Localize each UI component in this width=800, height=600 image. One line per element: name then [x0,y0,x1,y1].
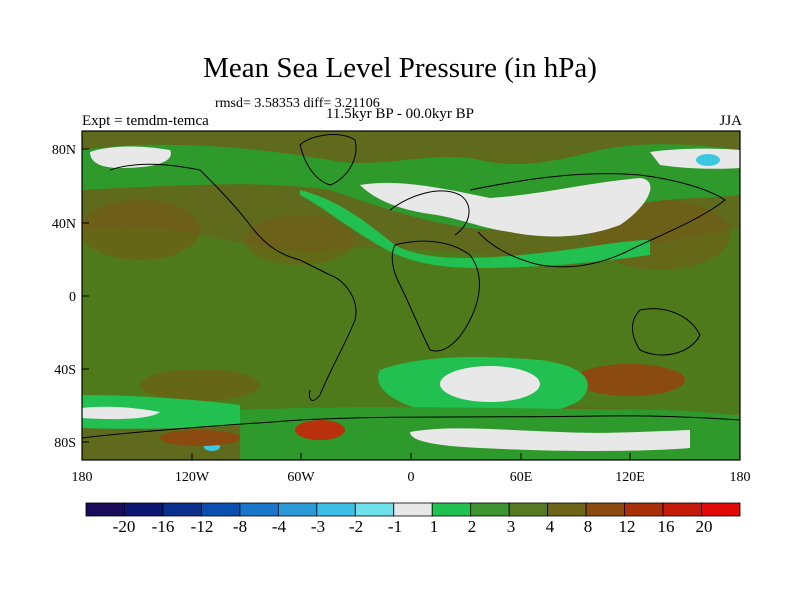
coastlines [82,134,740,439]
colorbar-box [431,502,472,517]
field-neg-siberia [696,154,720,166]
x-axis: 180 120W 60W 0 60E 120E 180 [72,453,751,485]
y-tick-label: 40S [54,363,76,378]
period-subtitle: 11.5kyr BP - 00.0kyr BP [325,106,475,122]
colorbar-box [470,502,510,517]
coast-asia [469,173,726,268]
coast-australia [632,308,701,356]
pressure-field [82,131,740,460]
colorbar-label: -16 [152,517,175,536]
field-high-ross [160,430,240,446]
colorbar-box [547,502,587,517]
y-tick-label: 80S [54,436,76,451]
field-neutral-eurasia [360,178,651,237]
colorbar-label: 3 [507,517,516,536]
coast-north-america [109,163,331,276]
experiment-label: Expt = temdm-temca [82,113,209,129]
colorbar-label: -12 [191,517,214,536]
x-tick-label: 60E [510,470,533,485]
colorbar: -20 -16 -12 -8 -4 -3 -2 -1 1 2 3 4 8 12 … [85,502,741,536]
y-tick-label: 40N [52,217,76,232]
colorbar-box [316,502,356,517]
field-low-southern-ocean [82,395,240,429]
colorbar-box [162,502,202,517]
field-high-sio [575,364,685,396]
colorbar-label: -1 [388,517,402,536]
colorbar-box [624,502,664,517]
colorbar-label: 4 [546,517,555,536]
coast-antarctica [82,415,740,439]
coast-south-america [309,274,357,401]
field-neutral-antarctic [410,428,690,451]
colorbar-label: -3 [311,517,325,536]
field-high-npac [82,200,200,260]
field-high-spac [140,369,260,401]
colorbar-label: 12 [619,517,636,536]
colorbar-boxes [85,502,741,517]
colorbar-label: 1 [430,517,439,536]
x-tick-label: 120W [175,470,210,485]
colorbar-box [508,502,549,517]
colorbar-box [701,502,741,517]
x-tick-label: 180 [730,470,751,485]
y-tick-label: 0 [69,290,76,305]
colorbar-label: -20 [113,517,136,536]
colorbar-label: 16 [658,517,675,536]
field-neutral-spac [82,406,160,420]
colorbar-box [585,502,625,517]
field-high-natl [245,215,355,265]
stats-line: rmsd= 3.58353 diff= 3.21106 [215,96,380,111]
colorbar-box [277,502,318,517]
field-high-weddell [295,420,345,440]
colorbar-label: -8 [233,517,247,536]
field-neutral-siberia [650,148,740,169]
colorbar-box [85,502,125,517]
coast-europe [389,190,470,236]
colorbar-label: 20 [696,517,713,536]
colorbar-box [393,502,433,517]
colorbar-labels: -20 -16 -12 -8 -4 -3 -2 -1 1 2 3 4 8 12 … [113,517,713,536]
field-low-eurasia-rim [300,190,650,268]
x-tick-label: 60W [287,470,315,485]
colorbar-box [124,502,164,517]
map-title: Mean Sea Level Pressure (in hPa) [203,52,597,84]
x-tick-label: 180 [72,470,93,485]
coast-africa [391,240,480,352]
colorbar-label: 2 [468,517,477,536]
x-tick-label: 120E [615,470,645,485]
field-neutral-alaska [90,146,171,168]
colorbar-box [662,502,702,517]
colorbar-label: -2 [349,517,363,536]
colorbar-box [354,502,395,517]
colorbar-box [239,502,279,517]
colorbar-box [201,502,241,517]
x-tick-label: 0 [408,470,415,485]
y-axis: 80N 40N 0 40S 80S [52,143,89,451]
field-neutral-sao [440,366,540,402]
colorbar-label: 8 [584,517,593,536]
season-label: JJA [719,113,742,129]
colorbar-label: -4 [272,517,287,536]
coast-greenland [299,134,357,186]
y-tick-label: 80N [52,143,76,158]
